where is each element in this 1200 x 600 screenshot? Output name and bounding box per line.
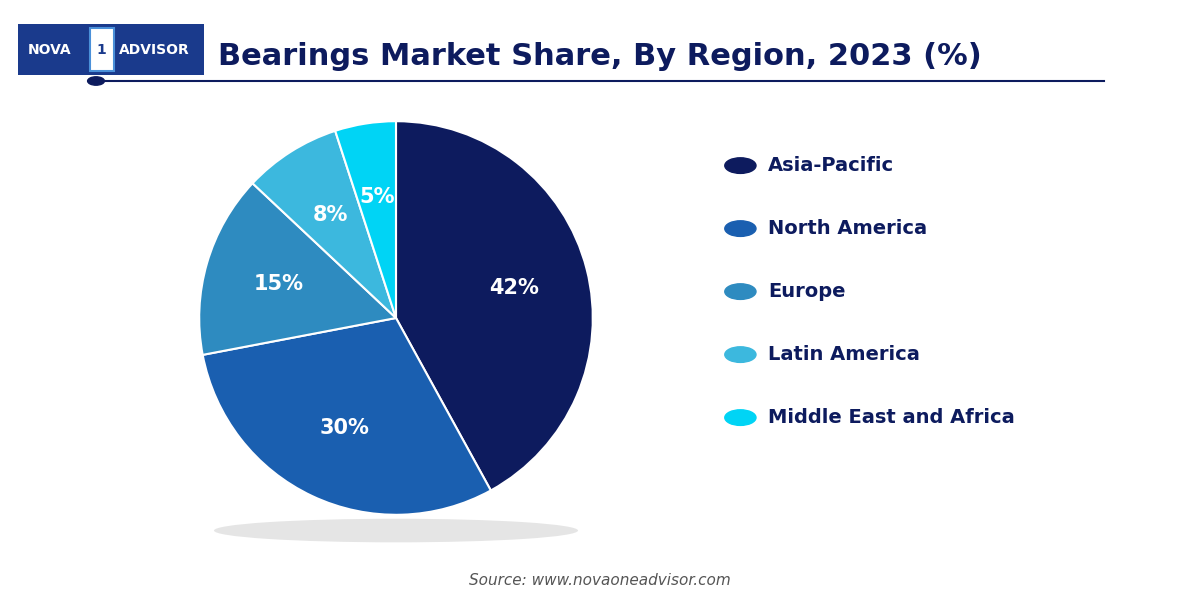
- Text: North America: North America: [768, 219, 928, 238]
- Text: 5%: 5%: [359, 187, 395, 208]
- Text: ADVISOR: ADVISOR: [119, 43, 190, 56]
- FancyBboxPatch shape: [90, 28, 114, 71]
- Wedge shape: [252, 131, 396, 318]
- Wedge shape: [199, 183, 396, 355]
- Wedge shape: [335, 121, 396, 318]
- Text: Asia-Pacific: Asia-Pacific: [768, 156, 894, 175]
- Text: 42%: 42%: [490, 278, 539, 298]
- Text: Source: www.novaoneadvisor.com: Source: www.novaoneadvisor.com: [469, 573, 731, 588]
- Text: Middle East and Africa: Middle East and Africa: [768, 408, 1015, 427]
- Text: Bearings Market Share, By Region, 2023 (%): Bearings Market Share, By Region, 2023 (…: [218, 42, 982, 71]
- Text: Europe: Europe: [768, 282, 846, 301]
- Ellipse shape: [214, 519, 578, 542]
- Text: Latin America: Latin America: [768, 345, 920, 364]
- FancyBboxPatch shape: [18, 24, 204, 75]
- Text: 15%: 15%: [254, 274, 304, 294]
- Wedge shape: [203, 318, 491, 515]
- Text: 30%: 30%: [319, 418, 368, 439]
- Wedge shape: [396, 121, 593, 490]
- Text: 1: 1: [97, 43, 107, 56]
- Text: NOVA: NOVA: [28, 43, 71, 56]
- Text: 8%: 8%: [313, 205, 348, 225]
